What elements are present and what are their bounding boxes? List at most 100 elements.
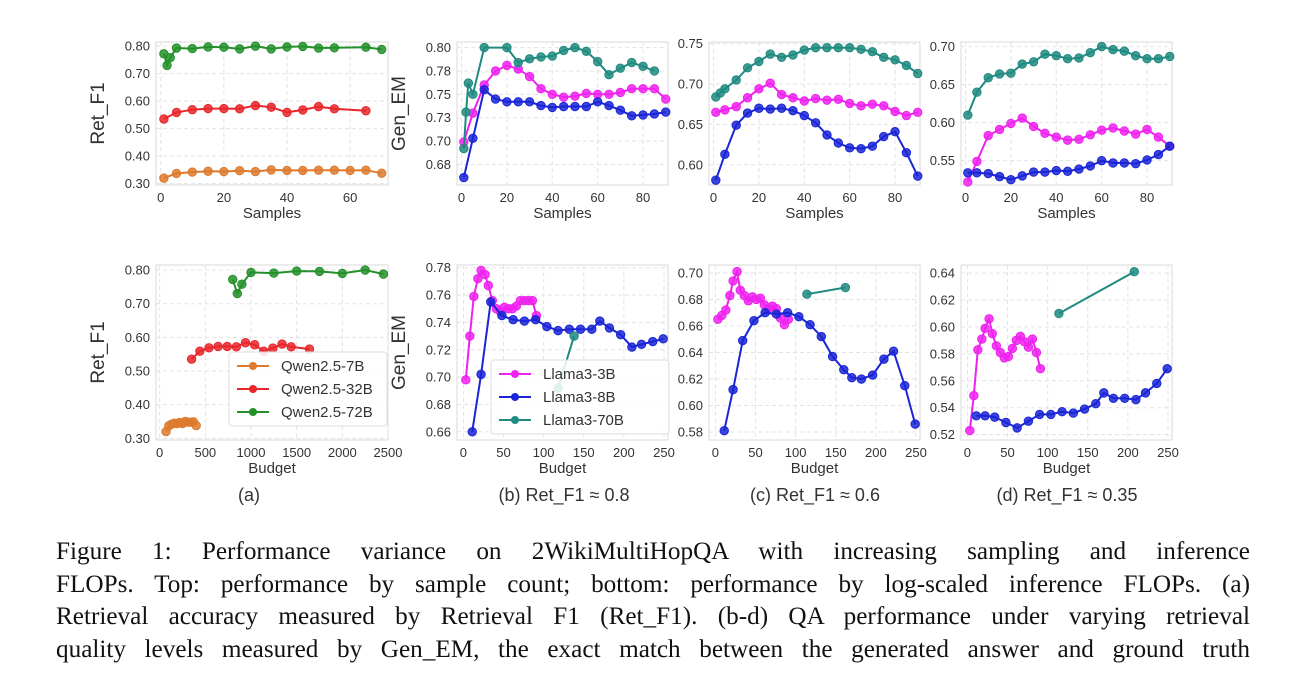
x-tick-label: 0 bbox=[964, 445, 971, 460]
y-tick-label: 0.75 bbox=[426, 87, 451, 102]
data-point bbox=[476, 369, 486, 380]
y-tick-label: 0.70 bbox=[125, 296, 150, 311]
data-point bbox=[890, 106, 900, 117]
series-llama3-8b bbox=[963, 141, 1175, 185]
data-point bbox=[1007, 343, 1018, 354]
data-point bbox=[810, 42, 821, 53]
data-point bbox=[839, 365, 849, 375]
data-point bbox=[266, 165, 276, 175]
data-point bbox=[553, 325, 563, 336]
data-point bbox=[461, 375, 471, 385]
panel-b-bottom: 0.66 0.68 0.70 0.72 0.74 0.76 0.78 0 50 100 150 200… bbox=[389, 260, 675, 477]
data-point bbox=[558, 45, 569, 56]
y-axis-label: Ret_F1 bbox=[88, 82, 109, 144]
legend: Llama3-3B Llama3-8B Llama3-70B bbox=[490, 359, 670, 435]
data-point bbox=[1131, 394, 1141, 405]
data-point bbox=[468, 89, 478, 100]
legend-box bbox=[490, 359, 670, 435]
data-point bbox=[171, 43, 182, 53]
series-llama3-3b bbox=[963, 113, 1175, 187]
data-point bbox=[963, 177, 973, 187]
x-tick-label: 100 bbox=[533, 445, 555, 460]
data-point bbox=[581, 88, 592, 99]
data-point bbox=[564, 324, 575, 334]
data-point bbox=[971, 411, 981, 421]
x-tick-label: 40 bbox=[797, 190, 811, 205]
data-point bbox=[856, 44, 866, 54]
y-tick-label: 0.50 bbox=[125, 121, 150, 136]
y-tick-label: 0.80 bbox=[426, 40, 451, 55]
data-point bbox=[524, 71, 535, 82]
x-tick-label: 1500 bbox=[282, 445, 311, 460]
data-point bbox=[1108, 393, 1119, 403]
data-point bbox=[240, 338, 251, 348]
data-point bbox=[171, 107, 182, 118]
data-point bbox=[604, 323, 615, 333]
y-tick-label: 0.70 bbox=[678, 77, 703, 92]
data-point bbox=[1074, 164, 1084, 174]
data-point bbox=[878, 101, 889, 111]
data-point bbox=[1153, 54, 1164, 64]
data-point bbox=[459, 143, 469, 154]
legend-swatch-marker bbox=[249, 408, 257, 416]
x-axis-label: Budget bbox=[539, 460, 587, 477]
x-tick-label: 0 bbox=[712, 445, 719, 460]
data-point bbox=[856, 143, 866, 154]
data-point bbox=[822, 42, 832, 53]
data-point bbox=[856, 374, 867, 384]
data-point bbox=[282, 165, 292, 176]
data-point bbox=[776, 89, 787, 100]
data-point bbox=[765, 104, 775, 114]
legend-label: Qwen2.5-72B bbox=[281, 404, 373, 421]
data-point bbox=[480, 269, 490, 280]
data-point bbox=[1108, 158, 1118, 168]
data-point bbox=[1006, 118, 1016, 129]
legend-box bbox=[228, 351, 388, 427]
data-point bbox=[901, 147, 912, 158]
data-point bbox=[1046, 409, 1056, 420]
x-tick-label: 80 bbox=[888, 190, 902, 205]
panel-d-top: 0.55 0.60 0.65 0.70 0 20 40 60 80 Samples bbox=[930, 39, 1175, 222]
series-llama3-70b bbox=[711, 42, 923, 102]
data-point bbox=[268, 343, 278, 353]
x-tick-label: 200 bbox=[865, 445, 887, 460]
data-point bbox=[661, 94, 671, 104]
x-axis-label: Samples bbox=[1037, 205, 1095, 222]
subcaption: (d) Ret_F1 ≈ 0.35 bbox=[997, 485, 1138, 506]
data-point bbox=[799, 45, 809, 55]
data-point bbox=[776, 52, 787, 63]
data-point bbox=[987, 328, 997, 339]
data-point bbox=[991, 341, 1002, 351]
data-point bbox=[742, 108, 753, 118]
y-axis-label: Gen_EM bbox=[389, 315, 410, 390]
data-point bbox=[1040, 128, 1050, 138]
x-tick-label: 60 bbox=[343, 190, 357, 205]
figure-1: 0.300.400.500.600.700.800 20 40 60SamplesRe… bbox=[88, 36, 1179, 506]
data-point bbox=[298, 41, 308, 52]
data-point bbox=[497, 310, 507, 321]
data-point bbox=[900, 380, 910, 391]
data-point bbox=[799, 96, 809, 106]
series-llama3-8b bbox=[719, 308, 920, 436]
data-point bbox=[844, 42, 855, 53]
y-tick-label: 0.70 bbox=[125, 66, 150, 81]
x-tick-label: 2000 bbox=[328, 445, 357, 460]
x-tick-label: 0 bbox=[157, 190, 164, 205]
data-point bbox=[1119, 126, 1130, 136]
data-point bbox=[232, 288, 242, 299]
data-point bbox=[1034, 409, 1045, 420]
x-tick-label: 150 bbox=[573, 445, 595, 460]
series-qwen2-5-7b bbox=[161, 416, 201, 437]
y-tick-label: 0.40 bbox=[125, 397, 150, 412]
data-point bbox=[1142, 54, 1152, 64]
figure-caption: Figure 1: Performance variance on 2WikiM… bbox=[56, 536, 1250, 666]
data-point bbox=[246, 267, 256, 278]
data-point bbox=[465, 331, 475, 341]
data-point bbox=[1023, 342, 1034, 352]
series-llama3-3b bbox=[713, 266, 794, 330]
data-point bbox=[1119, 393, 1130, 403]
x-tick-label: 40 bbox=[280, 190, 294, 205]
y-tick-label: 0.68 bbox=[678, 292, 703, 307]
data-point bbox=[313, 165, 324, 175]
series-line bbox=[806, 286, 846, 296]
